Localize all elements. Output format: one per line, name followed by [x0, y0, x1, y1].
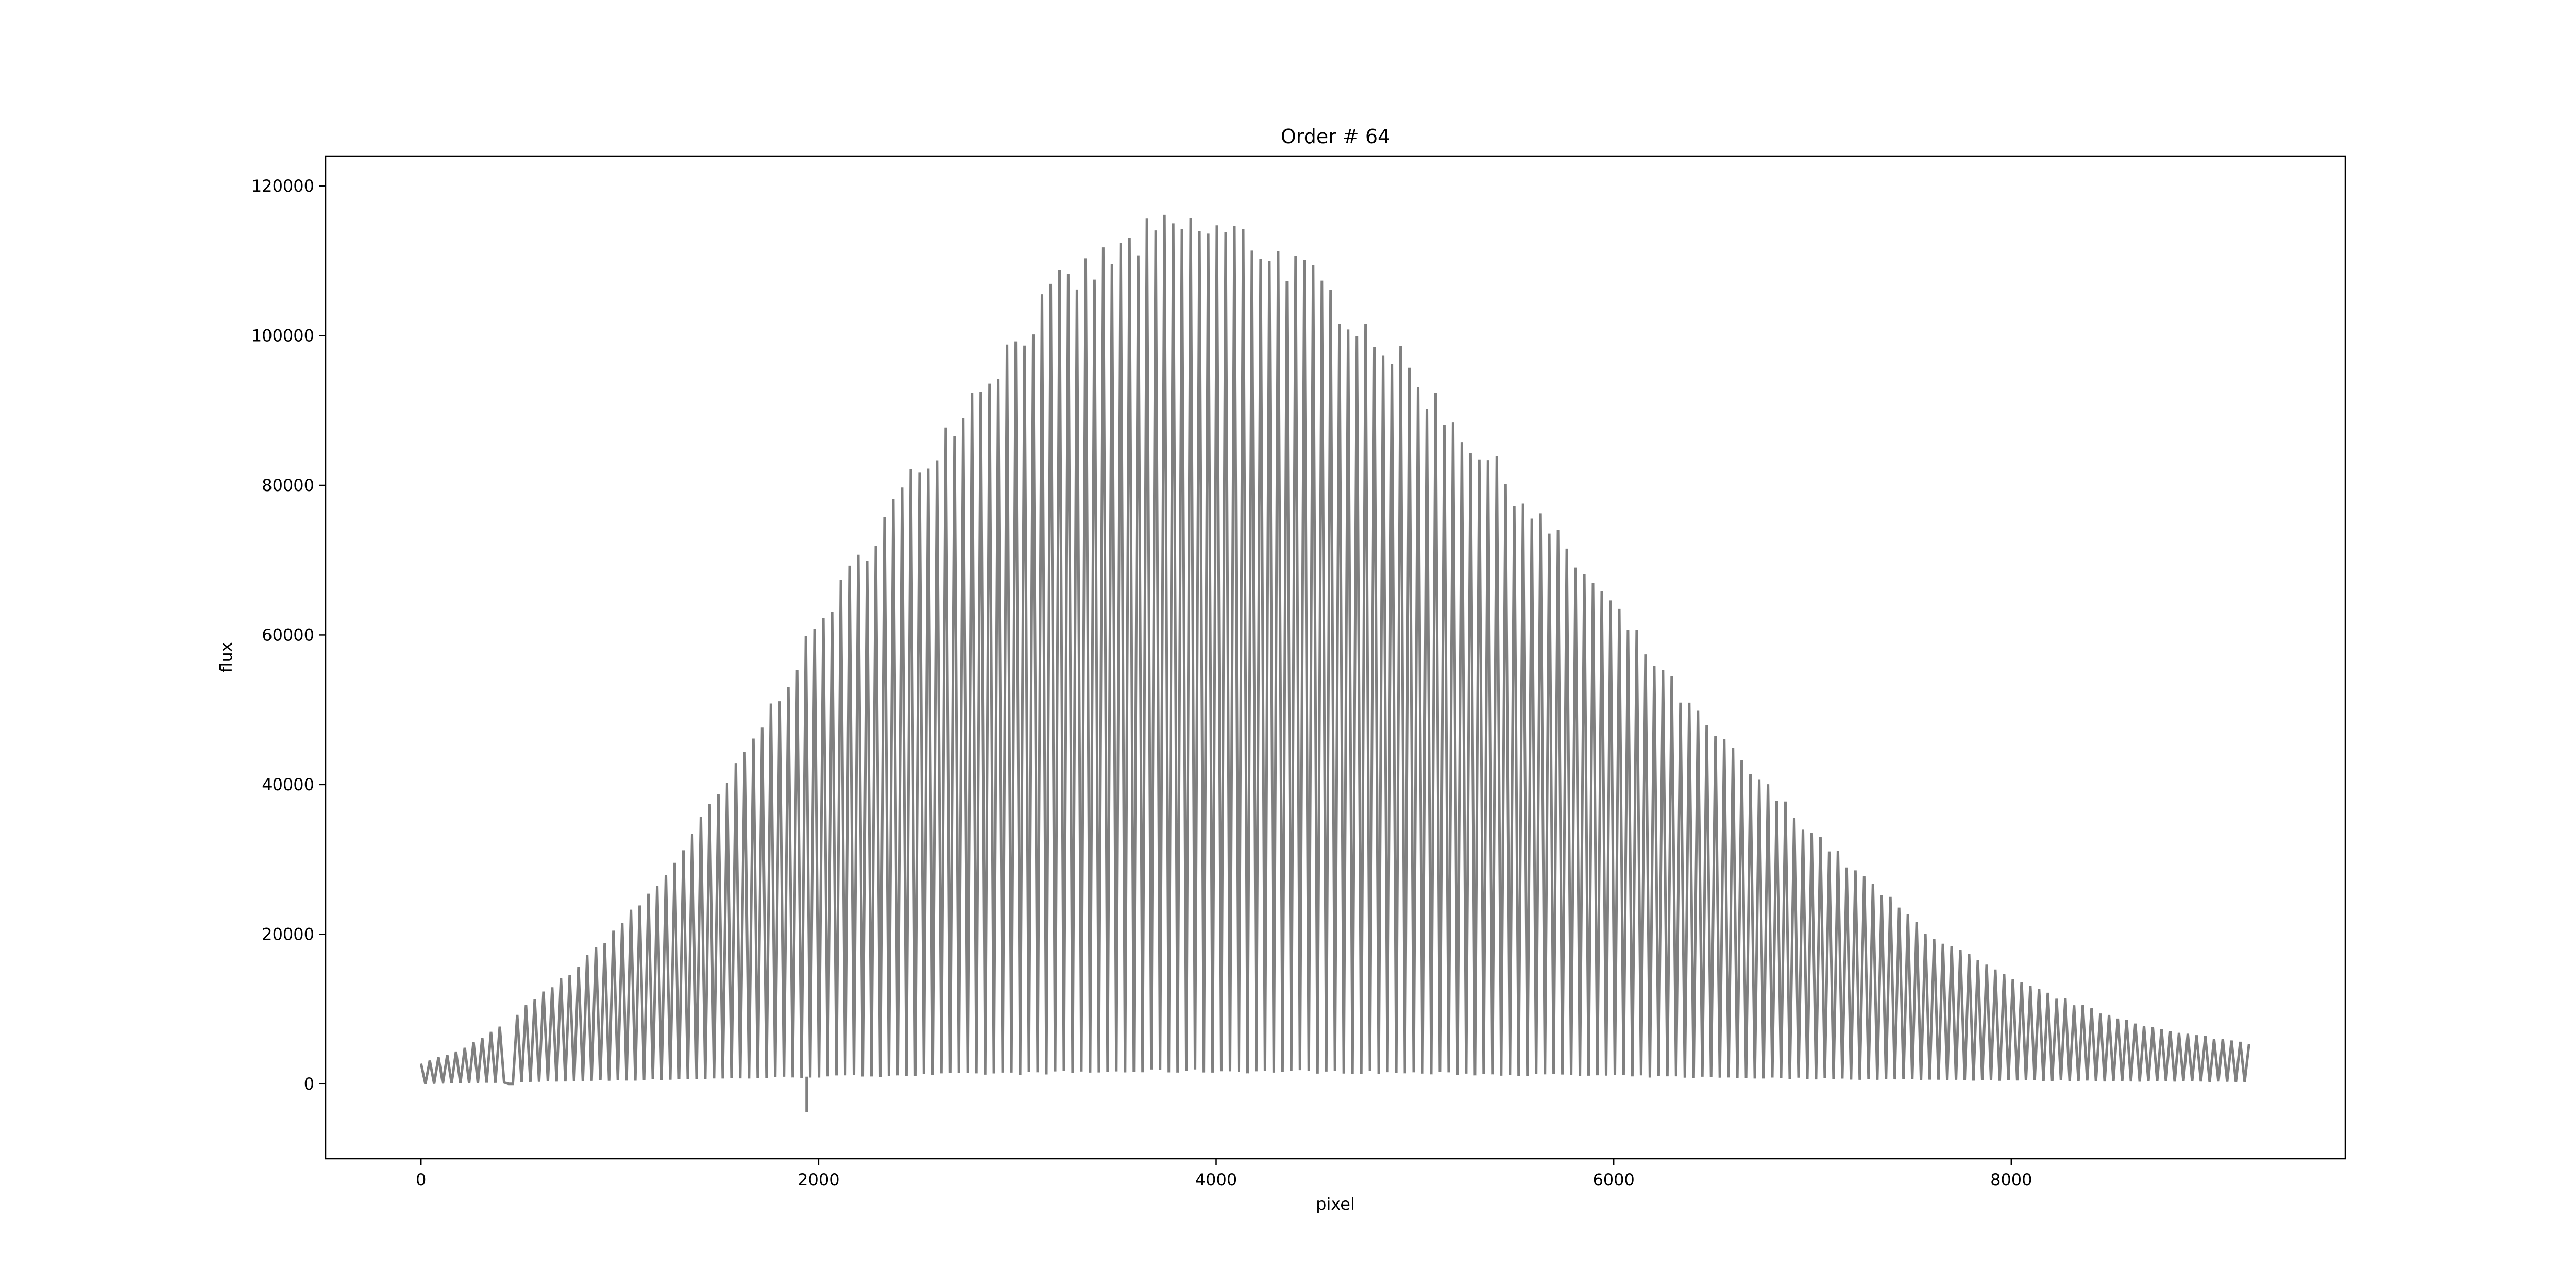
y-tick-label: 100000 — [251, 326, 314, 346]
y-tick-label: 120000 — [251, 176, 314, 196]
x-tick-label: 0 — [416, 1170, 426, 1190]
chart-title: Order # 64 — [1281, 125, 1390, 148]
y-tick-label: 20000 — [262, 924, 314, 944]
y-tick-label: 80000 — [262, 476, 314, 495]
axes-frame — [325, 155, 2346, 1160]
flux-line — [419, 214, 2250, 1086]
y-tick-label: 60000 — [262, 625, 314, 645]
y-axis-label: flux — [216, 642, 236, 672]
x-tick-label: 8000 — [1990, 1170, 2032, 1190]
y-axis: 0 20000 40000 60000 80000 100000 120000 — [251, 176, 326, 1094]
x-tick-label: 2000 — [798, 1170, 839, 1190]
x-tick-label: 6000 — [1592, 1170, 1634, 1190]
y-tick-label: 0 — [304, 1074, 314, 1094]
y-tick-label: 40000 — [262, 775, 314, 794]
x-axis-label: pixel — [1316, 1194, 1355, 1214]
plot-area — [419, 214, 2250, 1112]
x-tick-label: 4000 — [1195, 1170, 1237, 1190]
flux-series — [419, 214, 2250, 1112]
x-axis: 0 2000 4000 6000 8000 — [416, 1159, 2032, 1190]
